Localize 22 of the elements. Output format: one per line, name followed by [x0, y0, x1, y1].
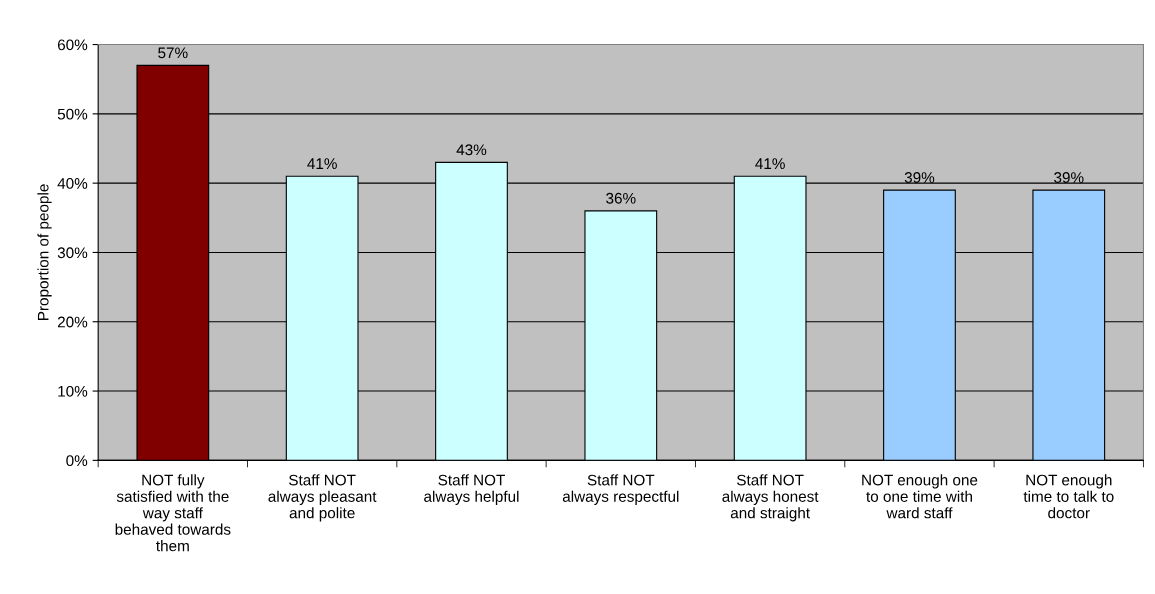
x-tick-label: Staff NOT always helpful — [424, 474, 519, 505]
x-tick-label: NOT enough one to one time with ward staff — [862, 474, 978, 519]
data-label: 41% — [755, 158, 785, 169]
y-tick-label: 60% — [57, 39, 88, 51]
y-tick-label: 50% — [57, 108, 88, 120]
data-label: 39% — [1054, 172, 1084, 183]
y-tick-label: 40% — [57, 178, 88, 189]
data-label: 57% — [158, 47, 188, 59]
y-tick-label: 30% — [57, 247, 88, 259]
y-axis-title: Proportion of people — [37, 184, 52, 320]
x-tick-label: NOT fully satisfied with the way staff behaved towards them — [115, 474, 231, 552]
data-label: 41% — [307, 158, 337, 169]
y-tick-label: 10% — [58, 385, 88, 397]
y-tick-label: 0% — [66, 455, 88, 467]
x-tick-label: Staff NOT always honest and straight — [722, 474, 819, 522]
y-tick-label: 20% — [57, 316, 88, 328]
data-label: 43% — [456, 144, 487, 156]
x-tick-label: NOT enough time to talk to doctor — [1023, 474, 1114, 519]
x-tick-label: Staff NOT always respectful — [562, 474, 679, 505]
data-label: 39% — [904, 172, 935, 183]
x-tick-label: Staff NOT always pleasant and polite — [268, 474, 377, 522]
data-label: 36% — [606, 192, 636, 204]
